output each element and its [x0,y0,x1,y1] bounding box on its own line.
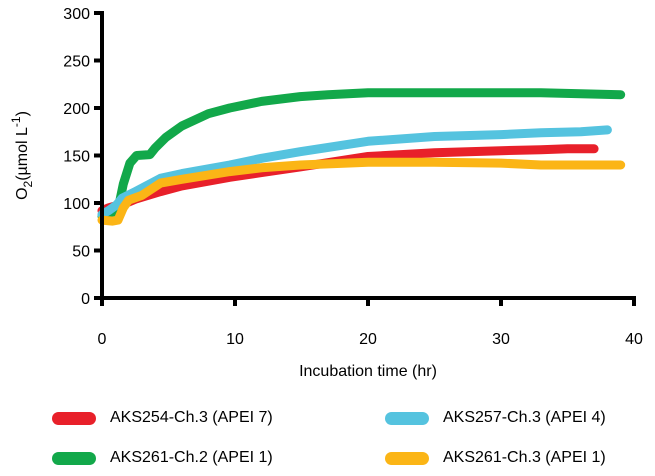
legend-swatch [52,451,96,465]
legend-label: AKS254-Ch.3 (APEI 7) [110,409,273,426]
chart-plot-area: 0 50 100 150 200 250 300 0 10 20 30 40 Incubation … [9,6,643,380]
y-tick-label: 0 [81,291,90,308]
legend-item-aks254-ch3: AKS254-Ch.3 (APEI 7) [52,408,273,428]
x-tick-label: 20 [359,331,377,348]
y-tick-label: 150 [63,149,90,166]
legend-label: AKS257-Ch.3 (APEI 4) [443,409,606,426]
series-layer [97,88,626,226]
legend-item-aks261-ch2: AKS261-Ch.2 (APEI 1) [52,448,273,468]
legend-swatch [385,411,429,425]
legend-label: AKS261-Ch.2 (APEI 1) [110,449,273,466]
legend-swatch [385,451,429,465]
y-ticks: 0 50 100 150 200 250 300 [63,6,102,308]
legend: AKS254-Ch.3 (APEI 7) AKS261-Ch.2 (APEI 1… [0,400,655,476]
y-tick-label: 50 [72,244,90,261]
x-tick-label: 0 [98,331,107,348]
y-axis-title-unit-close: ) [14,111,31,116]
y-axis-title-unit: (µmol L [14,127,31,181]
y-axis-title-unit-sup: -1 [9,116,23,127]
y-tick-label: 250 [63,54,90,71]
y-axis-title: O2(µmol L-1) [9,111,35,200]
legend-item-aks257-ch3: AKS257-Ch.3 (APEI 4) [385,408,606,428]
y-tick-label: 100 [63,196,90,213]
series-line-aks257-ch-3-apei-4 [97,125,612,219]
x-ticks: 0 10 20 30 40 [98,298,643,348]
series-line-aks261-ch-3-apei-1 [97,157,626,226]
legend-swatch [52,411,96,425]
y-tick-label: 300 [63,6,90,23]
y-axis-title-subscript: 2 [21,180,35,187]
legend-item-aks261-ch3: AKS261-Ch.3 (APEI 1) [385,448,606,468]
y-tick-label: 200 [63,101,90,118]
y-axis-title-main: O [14,187,31,199]
x-axis-title: Incubation time (hr) [299,363,437,380]
x-tick-label: 10 [226,331,244,348]
series-line-aks261-ch-2-apei-1 [97,88,626,221]
x-tick-label: 30 [492,331,510,348]
x-tick-label: 40 [625,331,643,348]
legend-label: AKS261-Ch.3 (APEI 1) [443,449,606,466]
